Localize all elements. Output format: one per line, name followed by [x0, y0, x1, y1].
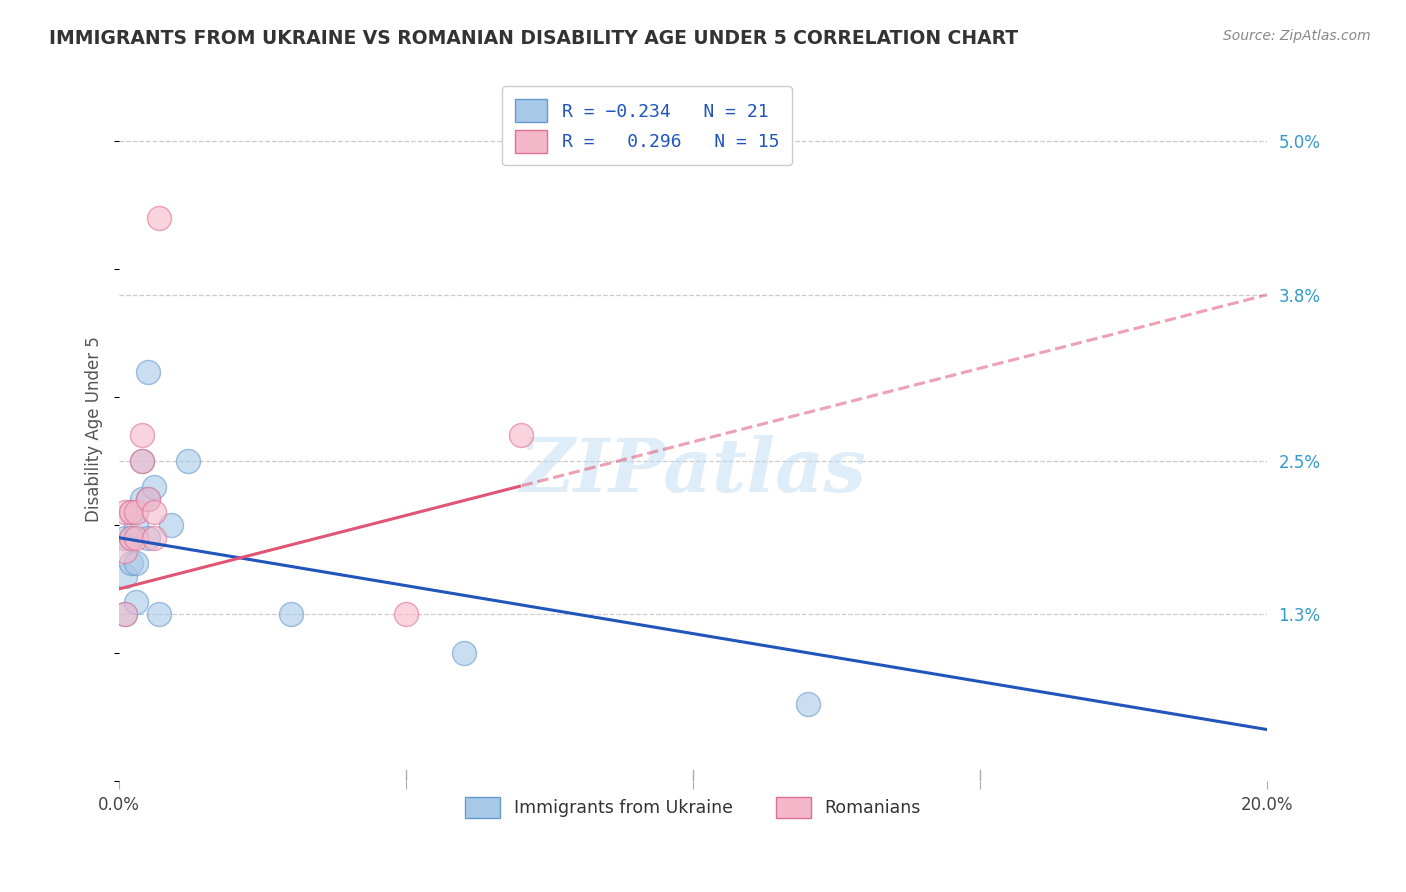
Point	[797, 697, 820, 711]
Text: Source: ZipAtlas.com: Source: ZipAtlas.com	[1223, 29, 1371, 43]
Point	[136, 492, 159, 507]
Point	[136, 364, 159, 378]
Point	[160, 517, 183, 532]
Point	[125, 556, 148, 570]
Point	[131, 428, 153, 442]
Point	[148, 211, 170, 225]
Point	[131, 454, 153, 468]
Point	[125, 594, 148, 608]
Point	[114, 543, 136, 558]
Point	[125, 505, 148, 519]
Legend: Immigrants from Ukraine, Romanians: Immigrants from Ukraine, Romanians	[458, 789, 928, 825]
Point	[136, 531, 159, 545]
Point	[120, 531, 142, 545]
Point	[114, 569, 136, 583]
Point	[114, 607, 136, 622]
Point	[114, 531, 136, 545]
Point	[114, 607, 136, 622]
Point	[453, 646, 475, 660]
Text: IMMIGRANTS FROM UKRAINE VS ROMANIAN DISABILITY AGE UNDER 5 CORRELATION CHART: IMMIGRANTS FROM UKRAINE VS ROMANIAN DISA…	[49, 29, 1018, 47]
Point	[120, 556, 142, 570]
Point	[142, 479, 165, 493]
Point	[136, 492, 159, 507]
Point	[131, 492, 153, 507]
Point	[280, 607, 302, 622]
Point	[114, 505, 136, 519]
Point	[131, 454, 153, 468]
Text: ZIPatlas: ZIPatlas	[520, 435, 866, 508]
Point	[509, 428, 531, 442]
Point	[120, 505, 142, 519]
Point	[395, 607, 418, 622]
Point	[125, 531, 148, 545]
Point	[142, 531, 165, 545]
Point	[142, 505, 165, 519]
Point	[125, 517, 148, 532]
Point	[148, 607, 170, 622]
Y-axis label: Disability Age Under 5: Disability Age Under 5	[86, 336, 103, 522]
Point	[120, 531, 142, 545]
Point	[177, 454, 200, 468]
Point	[120, 505, 142, 519]
